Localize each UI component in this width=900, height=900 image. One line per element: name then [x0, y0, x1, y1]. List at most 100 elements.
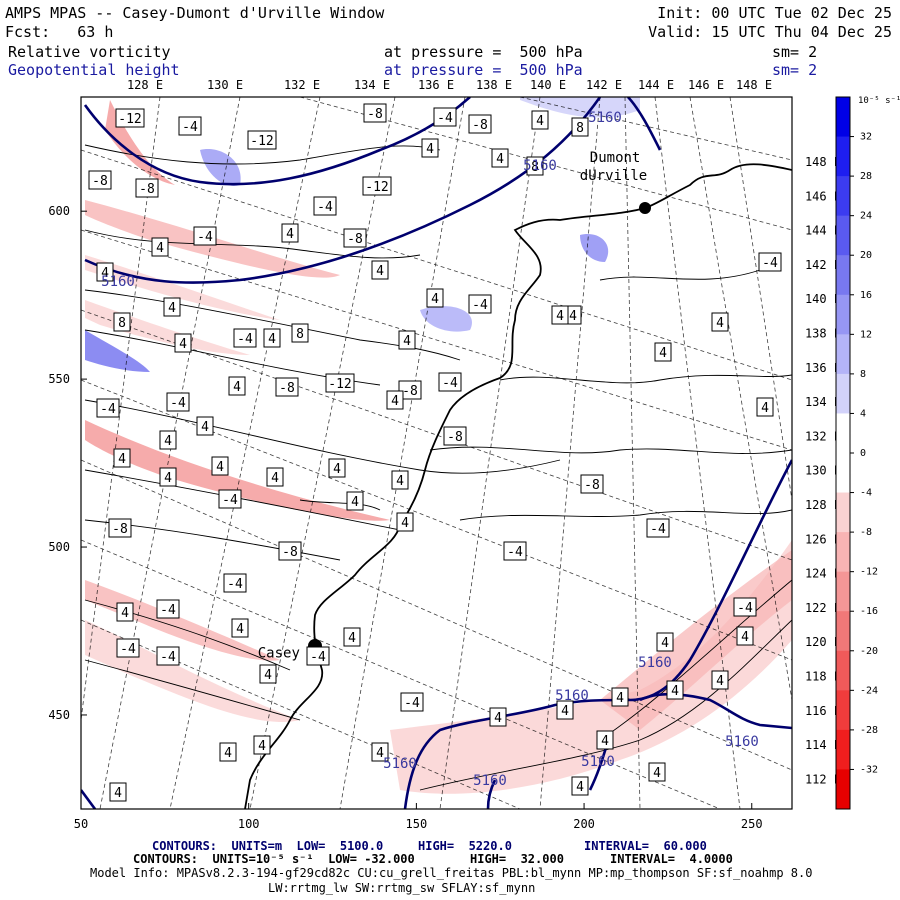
- right-lat-label: 112 E: [805, 772, 841, 786]
- vorticity-label: -8: [278, 541, 302, 561]
- field2-level: at pressure = 500 hPa: [384, 61, 583, 79]
- vorticity-label: -8: [108, 518, 132, 538]
- colorbar-cell: [836, 532, 850, 573]
- svg-text:4: 4: [761, 401, 769, 416]
- vorticity-label: 4: [266, 467, 284, 487]
- top-longitude-labels: 128 E 130 E 132 E 134 E 136 E 138 E 140 E 142 E…: [127, 78, 772, 92]
- svg-text:4: 4: [101, 266, 109, 281]
- colorbar-cell: [836, 611, 850, 652]
- footer-height-high-wrap: HIGH= 5220.0: [418, 839, 512, 853]
- right-lat-label: 122 E: [805, 601, 841, 615]
- vorticity-label: 4: [736, 626, 754, 646]
- vorticity-label: -12: [325, 373, 355, 393]
- svg-text:4: 4: [121, 606, 129, 621]
- vorticity-label: -4: [223, 573, 247, 593]
- vorticity-label: 4: [159, 430, 177, 450]
- colorbar-tick-label: 16: [860, 290, 872, 301]
- vorticity-label: -8: [88, 170, 112, 190]
- vorticity-label: -4: [733, 597, 757, 617]
- vorticity-label: 4: [163, 297, 181, 317]
- vorticity-label: -8: [580, 474, 604, 494]
- init-time: Init: 00 UTC Tue 02 Dec 25: [657, 4, 892, 22]
- vorticity-label: 4: [346, 491, 364, 511]
- forecast-hour: Fcst: 63 h: [5, 23, 114, 41]
- vorticity-label: 4: [426, 288, 444, 308]
- colorbar-cell: [836, 453, 850, 494]
- colorbar-cell: [836, 690, 850, 731]
- right-lat-label: 138 E: [805, 327, 841, 341]
- svg-text:4: 4: [224, 746, 232, 761]
- x-tick-label: 150: [406, 817, 428, 831]
- colorbar-tick-label: -16: [860, 606, 878, 617]
- svg-text:-4: -4: [237, 332, 253, 347]
- svg-text:4: 4: [201, 420, 209, 435]
- svg-text:4: 4: [659, 346, 667, 361]
- vorticity-label: 4: [253, 735, 271, 755]
- svg-text:-8: -8: [367, 107, 383, 122]
- right-lat-label: 142 E: [805, 258, 841, 272]
- height-contour-label: 5160: [523, 158, 557, 174]
- vorticity-label: 4: [371, 742, 389, 762]
- colorbar-cell: [836, 650, 850, 691]
- height-contour-label: 5160: [638, 655, 672, 671]
- vorticity-label: 4: [371, 260, 389, 280]
- vorticity-label: -4: [178, 116, 202, 136]
- right-lat-label: 124 E: [805, 567, 841, 581]
- colorbar-tick-label: -12: [860, 567, 878, 578]
- vorticity-label: 4: [489, 707, 507, 727]
- vorticity-label: 4: [421, 138, 439, 158]
- svg-text:8: 8: [118, 316, 126, 331]
- svg-text:-8: -8: [472, 118, 488, 133]
- svg-text:-12: -12: [250, 134, 273, 149]
- vorticity-label: -8: [135, 178, 159, 198]
- top-lon-label: 140 E: [530, 78, 566, 92]
- colorbar-cell: [836, 413, 850, 454]
- svg-text:-12: -12: [328, 377, 351, 392]
- svg-text:4: 4: [426, 142, 434, 157]
- footer-height-interval: INTERVAL= 60.000: [584, 839, 707, 853]
- colorbar-cell: [836, 215, 850, 256]
- top-lon-label: 148 E: [736, 78, 772, 92]
- vorticity-label: 4: [391, 470, 409, 490]
- svg-text:4: 4: [671, 684, 679, 699]
- svg-text:4: 4: [376, 746, 384, 761]
- svg-text:4: 4: [556, 309, 564, 324]
- colorbar-tick-label: -4: [860, 488, 872, 499]
- vorticity-label: -8: [398, 380, 422, 400]
- vorticity-label: -4: [468, 294, 492, 314]
- map-title: AMPS MPAS -- Casey-Dumont d'Urville Wind…: [5, 4, 385, 22]
- plot-frame: [80, 96, 793, 810]
- height-contour-label: 5160: [725, 734, 759, 750]
- svg-text:4: 4: [431, 292, 439, 307]
- vorticity-label: 4: [648, 762, 666, 782]
- svg-text:-4: -4: [170, 396, 186, 411]
- svg-text:-8: -8: [447, 430, 463, 445]
- colorbar-cell: [836, 97, 850, 138]
- svg-text:-4: -4: [317, 200, 333, 215]
- svg-text:4: 4: [233, 380, 241, 395]
- svg-text:-4: -4: [404, 696, 420, 711]
- colorbar-tick-label: 12: [860, 329, 872, 340]
- vorticity-label: -4: [306, 646, 330, 666]
- colorbar-cell: [836, 334, 850, 375]
- svg-text:-8: -8: [139, 182, 155, 197]
- svg-text:4: 4: [716, 674, 724, 689]
- svg-text:4: 4: [156, 241, 164, 256]
- right-lat-label: 120 E: [805, 635, 841, 649]
- right-lat-label: 118 E: [805, 670, 841, 684]
- vorticity-label: 4: [386, 390, 404, 410]
- height-contour-label: 5160: [473, 773, 507, 789]
- vorticity-label: -4: [156, 646, 180, 666]
- right-lat-label: 148 E: [805, 155, 841, 169]
- vorticity-label: 8: [113, 312, 131, 332]
- top-lon-label: 138 E: [476, 78, 512, 92]
- station-dot-dumont: [639, 202, 651, 214]
- vorticity-label: -8: [275, 377, 299, 397]
- right-lat-label: 144 E: [805, 224, 841, 238]
- vorticity-label: -4: [503, 541, 527, 561]
- map-field-layer: [81, 97, 792, 809]
- svg-text:4: 4: [576, 780, 584, 795]
- svg-text:-4: -4: [737, 601, 753, 616]
- height-contour-label: 5160: [581, 754, 615, 770]
- vorticity-label: 4: [219, 742, 237, 762]
